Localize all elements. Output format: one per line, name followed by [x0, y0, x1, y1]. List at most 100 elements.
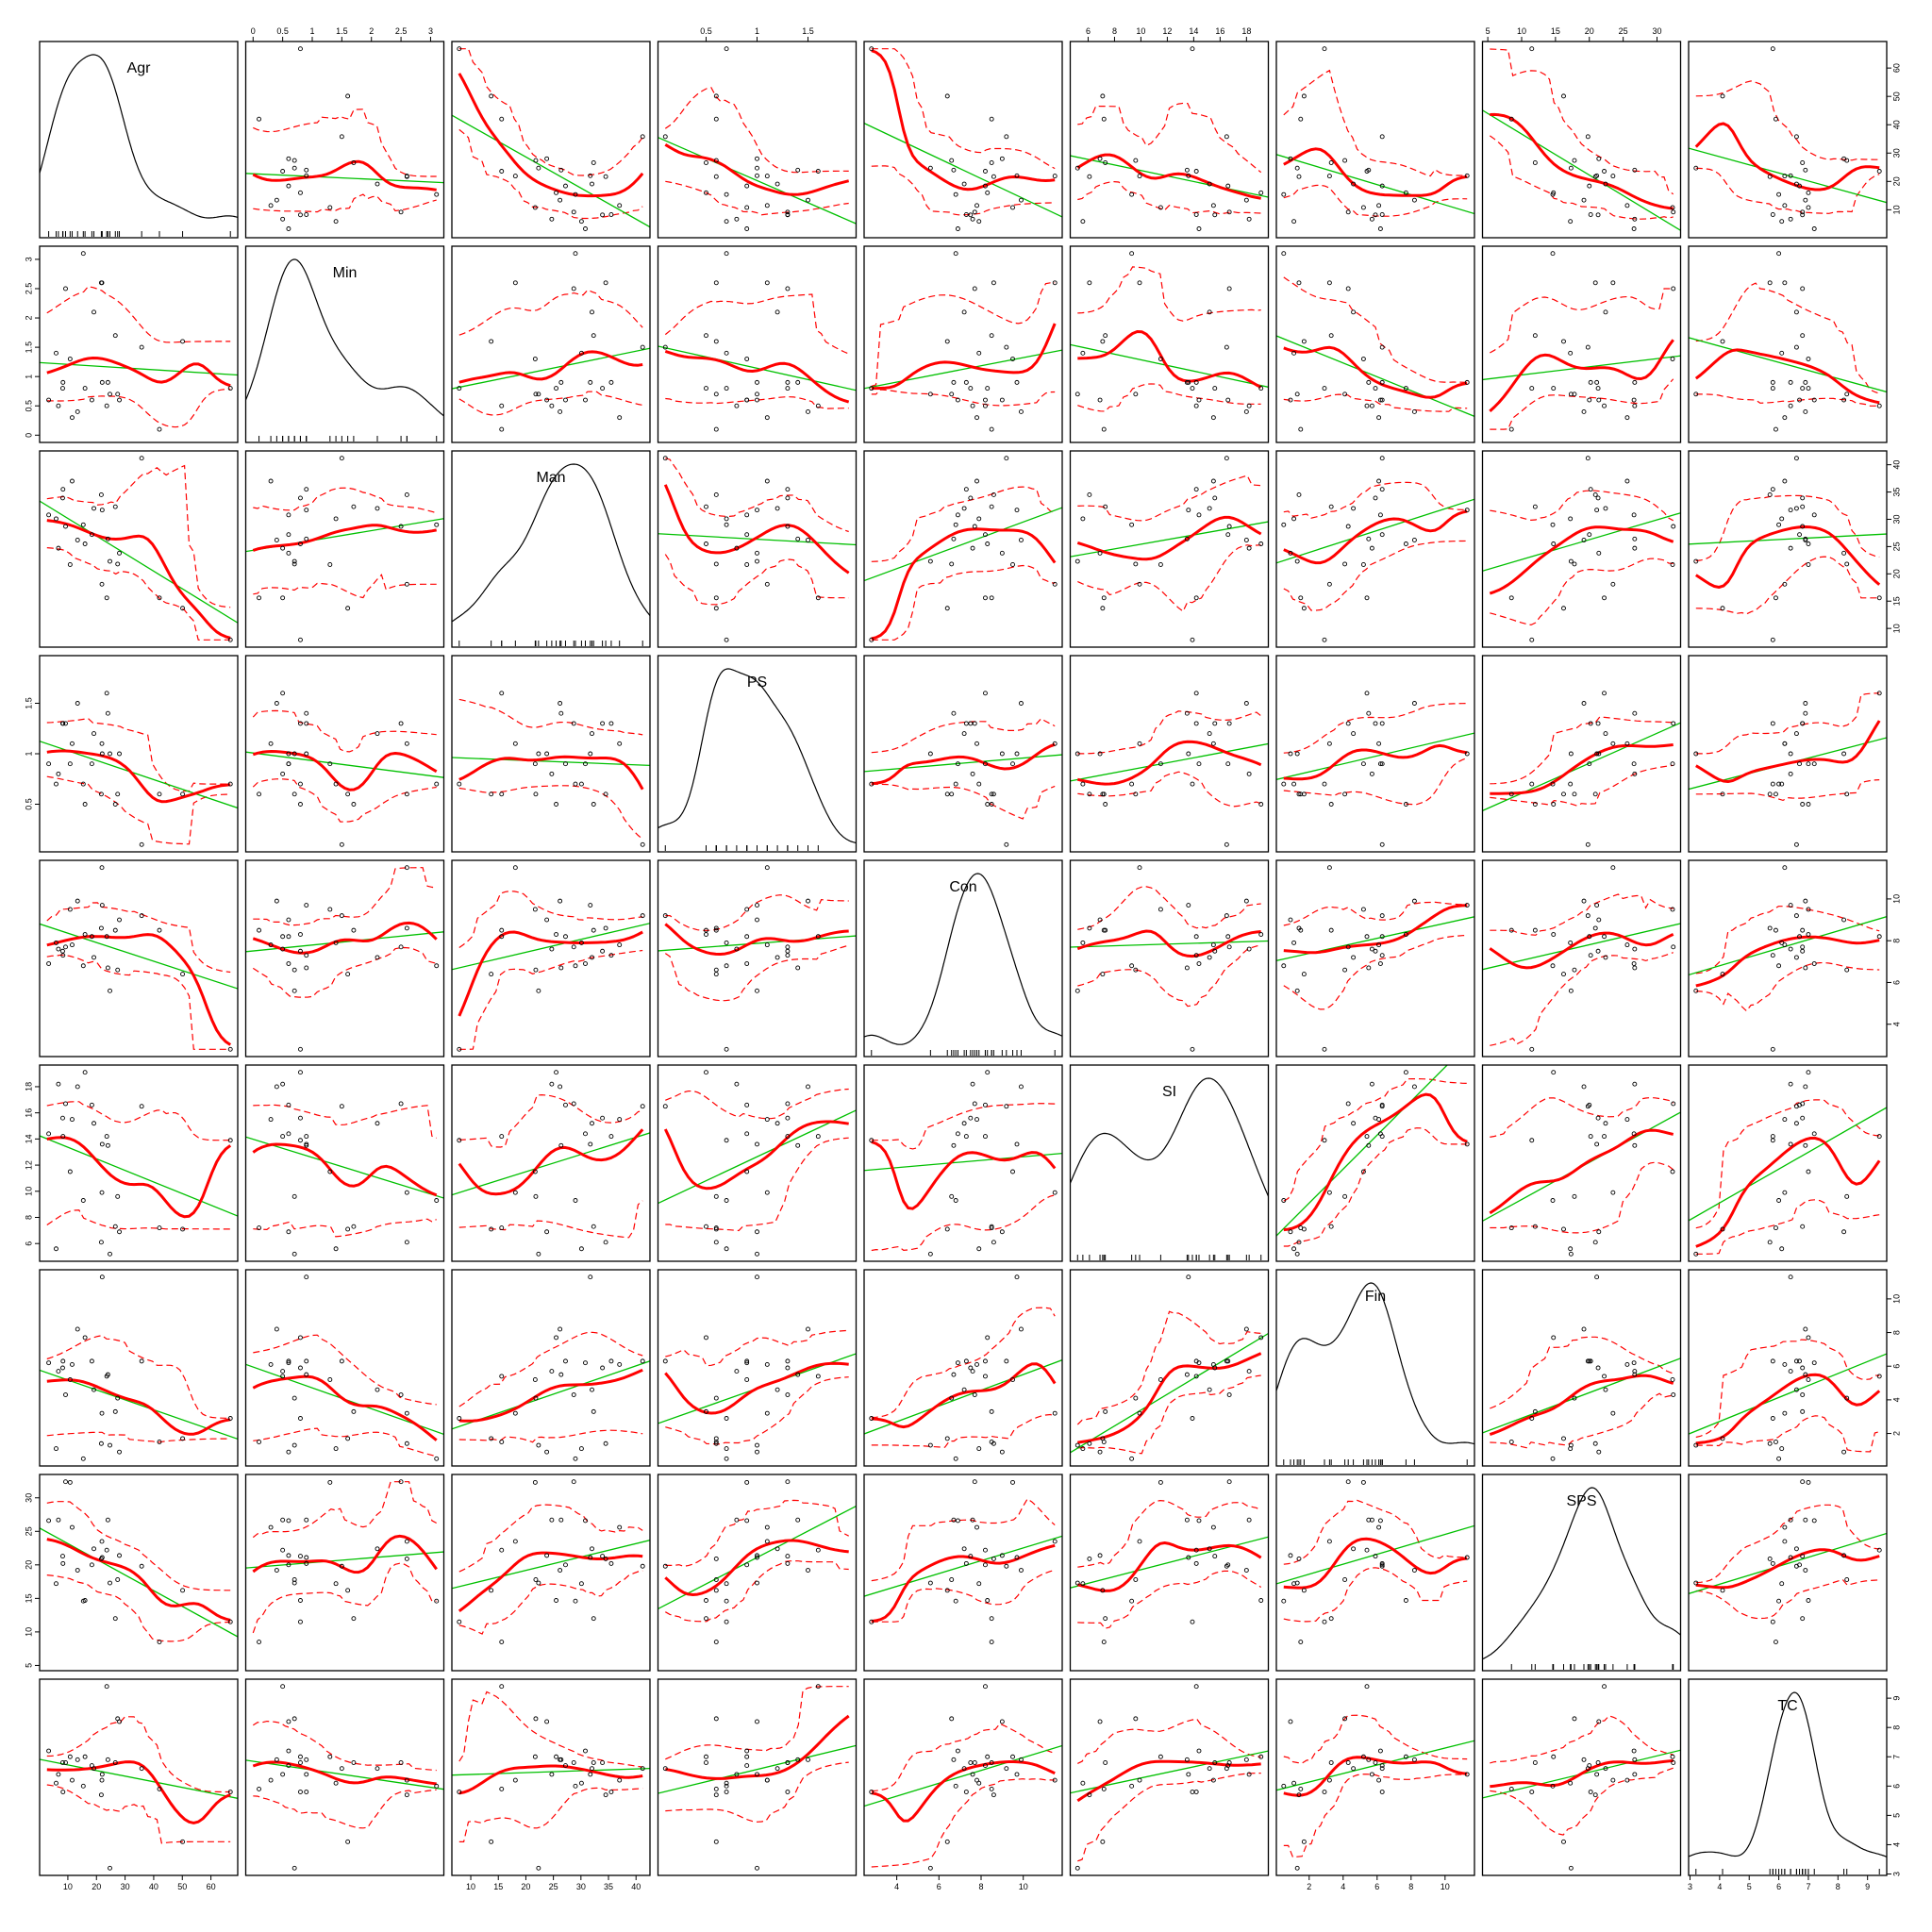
point-SPS-Man-11: [563, 1562, 568, 1568]
point-Con-PS-24: [755, 917, 759, 923]
point-Agr-Min-18: [291, 158, 297, 163]
point-SPS-Agr-13: [75, 1568, 80, 1573]
x-axis-bottom-Con: 4 6 8 10: [894, 1875, 1028, 1891]
point-Man-Fin-20: [1298, 595, 1304, 601]
point-PS-Fin-16: [1296, 791, 1302, 797]
smooth-line-Man-Min: [252, 524, 437, 552]
density-curve-SI: [1070, 1077, 1269, 1197]
point-Con-Agr-1: [63, 944, 68, 950]
panel-frame-Fin-Min: [244, 1269, 445, 1467]
point-Con-Man-25: [640, 913, 645, 919]
point-SPS-SI-14: [1258, 1598, 1264, 1603]
point-PS-Agr-16: [98, 791, 104, 797]
point-SPS-Agr-4: [99, 1539, 105, 1544]
point-PS-Man-2: [532, 761, 538, 767]
point-Agr-SPS-6: [1595, 212, 1601, 218]
panel-frame-PS-Fin: [1275, 655, 1475, 853]
point-Min-Con-10: [983, 403, 988, 408]
panel-frame-Min-TC: [1688, 245, 1888, 443]
point-Man-TC-3: [1788, 545, 1793, 551]
panel-PS-vs-SI: [1069, 655, 1270, 853]
point-Agr-PS-14: [704, 190, 708, 195]
point-SPS-TC-5: [1770, 1560, 1775, 1566]
point-Man-SI-0: [1196, 512, 1202, 518]
point-Con-PS-10: [815, 934, 821, 940]
panel-SI-vs-Man: [451, 1064, 651, 1262]
point-Agr-TC-9: [1803, 167, 1808, 173]
point-Min-Fin-21: [1301, 339, 1307, 344]
point-Con-Fin-9: [1366, 965, 1372, 971]
point-PS-TC-17: [1779, 781, 1785, 787]
point-SPS-TC-6: [1800, 1554, 1806, 1559]
x-tick-label-SPS-5: 5: [1486, 26, 1491, 36]
point-PS-SI-6: [1212, 721, 1218, 726]
point-SPS-Min-16: [404, 1556, 409, 1561]
point-Agr-Man-11: [563, 183, 568, 189]
spread-upper-SPS-Con: [871, 1498, 1056, 1582]
point-Fin-Man-4: [512, 1410, 518, 1416]
point-Fin-Agr-20: [157, 1440, 162, 1444]
point-Con-Agr-15: [108, 988, 112, 993]
spread-upper-Agr-SPS: [1490, 48, 1674, 195]
point-SI-Agr-19: [80, 1198, 86, 1203]
point-Fin-Man-25: [640, 1358, 645, 1364]
point-Min-Con-23: [989, 333, 994, 339]
point-SPS-SI-11: [1225, 1562, 1231, 1568]
point-Man-PS-20: [713, 595, 719, 601]
point-Fin-SI-24: [1097, 1449, 1103, 1455]
point-PS-TC-9: [1803, 710, 1808, 716]
panel-frame-SPS-Man: [451, 1474, 651, 1672]
point-Min-Con-16: [991, 280, 996, 286]
spread-upper-SI-Man: [458, 1093, 643, 1148]
point-Agr-PS-2: [744, 205, 750, 210]
point-Fin-SI-9: [1184, 1372, 1190, 1377]
point-Man-SPS-9: [1632, 536, 1638, 541]
panel-Min-vs-Agr: [39, 245, 239, 443]
point-TC-Min-2: [327, 1754, 333, 1759]
panel-Agr-vs-Fin: [1275, 41, 1475, 239]
point-PS-SPS-17: [1568, 781, 1574, 787]
point-PS-Con-0: [955, 761, 960, 767]
point-SI-SPS-6: [1595, 1115, 1601, 1121]
point-TC-SPS-4: [1610, 1777, 1616, 1783]
point-PS-Con-14: [985, 802, 991, 807]
point-SPS-SI-9: [1184, 1517, 1190, 1523]
point-TC-Con-12: [1014, 1772, 1020, 1777]
smooth-line-SPS-SI: [1076, 1541, 1262, 1592]
point-Min-TC-4: [1782, 280, 1788, 286]
point-Agr-Fin-3: [1369, 216, 1374, 222]
point-TC-SI-24: [1097, 1719, 1103, 1724]
point-Agr-Con-22: [869, 46, 874, 52]
point-Min-Con-5: [963, 379, 969, 385]
point-SPS-Fin-4: [1326, 1539, 1332, 1544]
point-Agr-TC-23: [1800, 160, 1806, 165]
point-Min-TC-17: [1779, 350, 1785, 356]
point-Fin-PS-22: [724, 1416, 729, 1421]
point-PS-SI-9: [1184, 710, 1190, 716]
point-PS-SI-15: [1074, 751, 1080, 757]
panel-frame-Man-Fin: [1275, 450, 1475, 648]
point-Con-PS-15: [755, 988, 759, 993]
point-SI-Min-14: [298, 1070, 303, 1075]
spread-upper-SI-Agr: [46, 1101, 231, 1141]
point-Agr-PS-7: [764, 203, 770, 208]
point-PS-Min-21: [345, 791, 351, 797]
point-SI-TC-17: [1779, 1246, 1785, 1252]
smooth-line-PS-Fin: [1283, 743, 1468, 781]
point-Fin-Min-18: [291, 1395, 297, 1401]
point-Agr-TC-22: [1770, 46, 1775, 52]
point-Fin-Agr-10: [104, 1374, 109, 1379]
point-Con-Man-17: [578, 940, 584, 945]
point-SI-Fin-25: [1379, 1104, 1385, 1109]
point-SPS-Man-22: [457, 1619, 462, 1624]
point-TC-Min-3: [280, 1772, 286, 1777]
point-Agr-TC-14: [1806, 190, 1811, 195]
point-PS-Fin-12: [1464, 751, 1470, 757]
point-Con-Man-18: [533, 967, 539, 973]
point-Min-Fin-10: [1364, 403, 1370, 408]
point-Agr-PS-25: [662, 134, 668, 140]
point-Con-Min-19: [434, 963, 440, 969]
y-tick-label-Fin-4: 4: [1891, 1397, 1901, 1402]
spread-lower-Man-SI: [1077, 544, 1261, 612]
point-SI-Fin-14: [1403, 1070, 1408, 1075]
